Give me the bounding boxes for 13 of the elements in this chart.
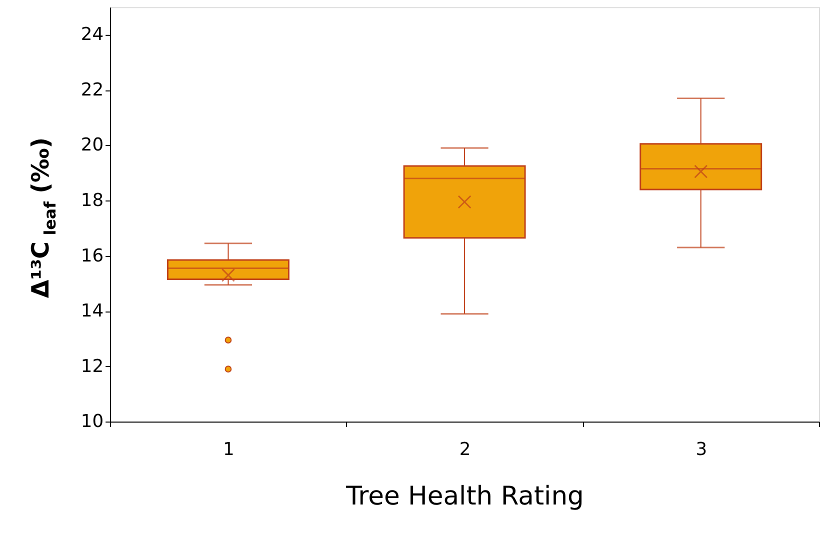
y-tick-label: 10 [80, 411, 104, 432]
y-axis-title: Δ¹³Cleaf (‰) [26, 137, 60, 298]
y-tick-label: 22 [80, 79, 104, 100]
y-tick-label: 12 [80, 356, 104, 377]
x-tick-label: 1 [223, 438, 234, 460]
y-tick-label: 24 [80, 24, 104, 46]
x-axis-title: Tree Health Rating [345, 481, 584, 512]
y-tick-label: 16 [80, 245, 104, 266]
x-tick-label: 3 [696, 438, 708, 460]
y-tick-label: 18 [80, 190, 104, 211]
y-tick-label: 20 [80, 134, 104, 156]
y-tick-label: 14 [80, 300, 104, 322]
x-tick-label: 2 [459, 438, 471, 460]
